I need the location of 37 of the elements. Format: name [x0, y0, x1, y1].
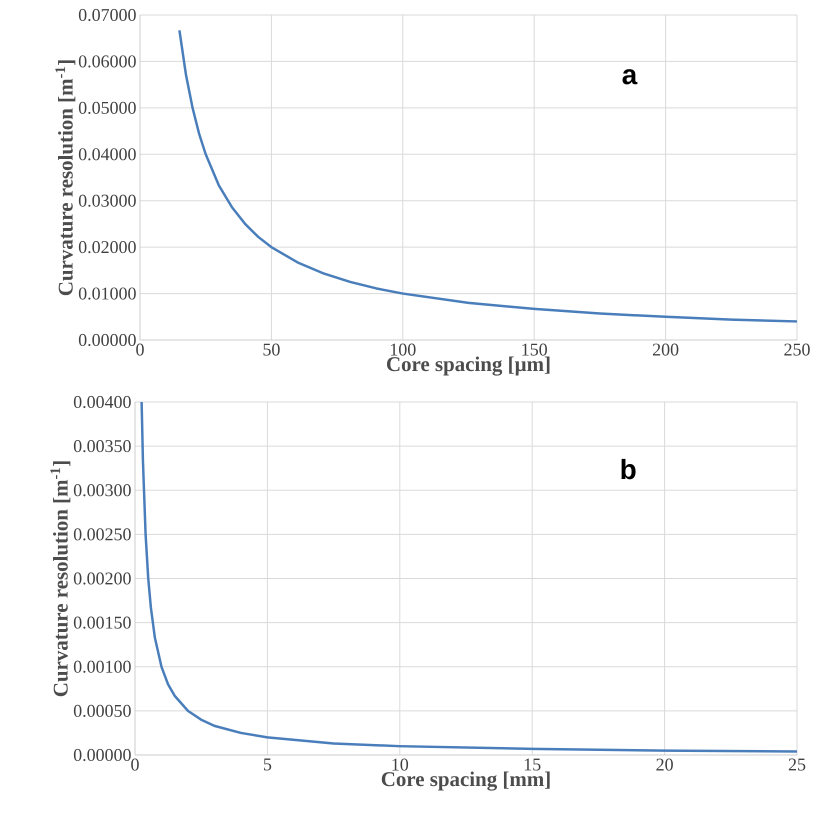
x-tick-label: 25: [788, 758, 806, 771]
y-tick-label: 0.07000: [78, 8, 136, 22]
y-tick-label: 0.05000: [78, 102, 136, 114]
annotation: a: [622, 69, 638, 84]
x-tick-label: 100: [390, 344, 416, 356]
y-tick-label: 0.00200: [74, 572, 131, 585]
y-tick-label: 0.00000: [78, 334, 136, 346]
x-tick-label: 15: [524, 758, 540, 771]
y-tick-label: 0.00400: [74, 396, 131, 408]
x-tick-label: 250: [784, 344, 810, 356]
y-tick-label: 0.00250: [74, 528, 131, 540]
x-axis-title: Core spacing [mm]: [382, 771, 550, 791]
y-tick-label: 0.00100: [74, 660, 131, 673]
y-tick-label: 0.02000: [78, 241, 136, 254]
y-tick-label: 0.00000: [74, 748, 131, 762]
line-series: [140, 402, 798, 753]
y-tick-label: 0.04000: [78, 148, 136, 160]
y-tick-label: 0.00050: [74, 704, 131, 717]
x-tick-label: 200: [652, 344, 678, 356]
y-tick-label: 0.00350: [74, 440, 131, 452]
x-tick-label: 10: [392, 758, 408, 771]
x-axis-title: Core spacing [µm]: [386, 356, 550, 376]
y-axis-title: Curvature resolution [m$^{-1}$]: [55, 60, 76, 296]
x-tick-label: 0: [136, 344, 144, 356]
x-tick-label: 5: [264, 758, 272, 770]
annotation: b: [622, 458, 636, 480]
x-tick-label: 50: [263, 344, 280, 356]
x-tick-label: 20: [656, 758, 673, 771]
y-tick-label: 0.00150: [74, 616, 131, 629]
y-tick-label: 0.06000: [78, 55, 136, 68]
y-tick-label: 0.03000: [78, 194, 136, 207]
line-series: [178, 29, 798, 323]
y-tick-label: 0.01000: [78, 287, 136, 300]
y-axis-title: Curvature resolution [m$^{-1}$]: [50, 461, 70, 696]
x-tick-label: 0: [131, 758, 139, 771]
x-tick-label: 150: [522, 344, 547, 356]
y-tick-label: 0.00300: [74, 484, 131, 496]
